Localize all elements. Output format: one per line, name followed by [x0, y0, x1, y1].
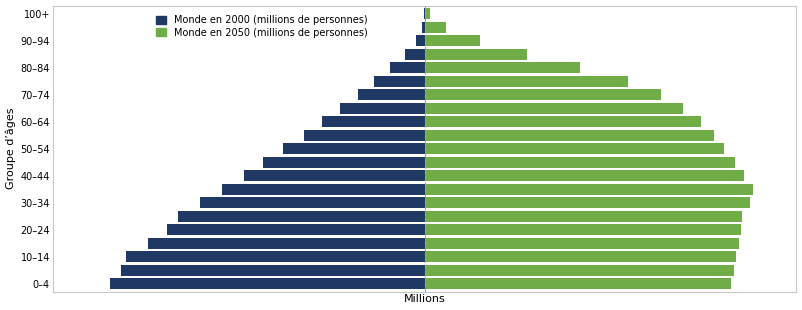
Bar — [424, 130, 715, 141]
Bar — [110, 278, 424, 289]
Bar — [405, 49, 424, 60]
Bar — [424, 89, 661, 100]
Bar — [424, 62, 581, 73]
Bar — [424, 184, 753, 195]
Legend: Monde en 2000 (millions de personnes), Monde en 2050 (millions de personnes): Monde en 2000 (millions de personnes), M… — [154, 13, 370, 40]
Bar — [127, 251, 424, 262]
Bar — [283, 143, 424, 154]
Bar — [424, 35, 480, 46]
Bar — [424, 49, 528, 60]
Bar — [424, 278, 731, 289]
Bar — [424, 22, 447, 33]
Bar — [424, 170, 744, 181]
Bar — [424, 264, 734, 276]
Bar — [424, 103, 683, 114]
Bar — [424, 197, 750, 208]
Bar — [390, 62, 424, 73]
Bar — [322, 116, 424, 127]
Bar — [148, 237, 424, 249]
X-axis label: Millions: Millions — [403, 294, 445, 304]
Bar — [222, 184, 424, 195]
Bar — [168, 224, 424, 235]
Bar — [424, 116, 701, 127]
Bar — [304, 130, 424, 141]
Bar — [374, 76, 424, 87]
Bar — [424, 237, 739, 249]
Bar — [424, 76, 628, 87]
Bar — [358, 89, 424, 100]
Bar — [424, 157, 735, 168]
Bar — [424, 251, 736, 262]
Bar — [424, 210, 742, 222]
Bar — [416, 35, 424, 46]
Bar — [424, 8, 430, 19]
Bar — [178, 210, 424, 222]
Bar — [340, 103, 424, 114]
Bar — [424, 224, 741, 235]
Bar — [121, 264, 424, 276]
Bar — [244, 170, 424, 181]
Bar — [200, 197, 424, 208]
Y-axis label: Groupe d’âges: Groupe d’âges — [6, 108, 16, 189]
Bar — [263, 157, 424, 168]
Bar — [424, 143, 724, 154]
Bar — [422, 22, 424, 33]
